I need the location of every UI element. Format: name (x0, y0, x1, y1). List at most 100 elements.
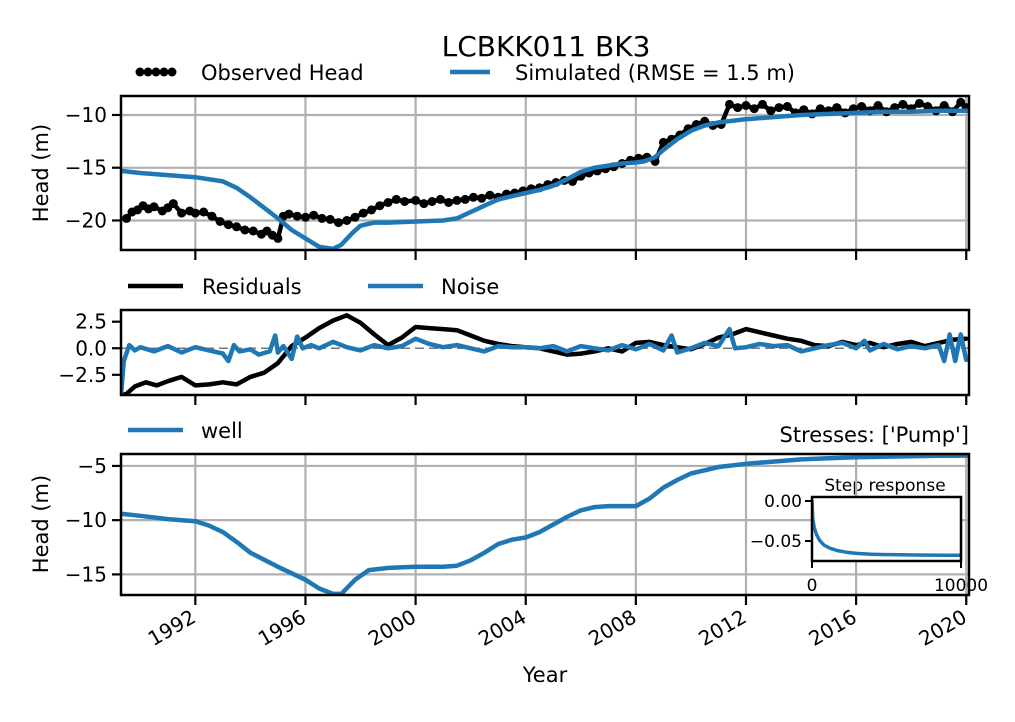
observed-head-point (435, 194, 445, 204)
observed-head-point (232, 222, 242, 232)
residuals-frame (119, 308, 971, 397)
observed-head-point (284, 209, 294, 219)
observed-head-point (741, 101, 751, 110)
observed-head-point (898, 99, 908, 109)
observed-head-point (375, 201, 385, 211)
observed-head-point (873, 101, 883, 110)
observed-head-point (350, 212, 360, 222)
observed-head-point (914, 98, 924, 108)
observed-head-point (391, 194, 401, 204)
x-tick-label: 2016 (805, 605, 861, 651)
legend-simulated-label: Simulated (RMSE = 1.5 m) (515, 61, 795, 85)
legend-observed-label: Observed Head (201, 61, 364, 85)
heads-grid (121, 96, 969, 250)
x-tick-label: 2000 (364, 605, 420, 651)
axis-ticks: −10 −15 −20 2.50.0 −2.5 −5 −10 −15 1992 1996 2000 2… (58, 103, 988, 651)
y-tick-label: −20 (65, 208, 107, 232)
observed-head-point (177, 208, 187, 218)
legend-residuals-label: Residuals (202, 275, 302, 299)
observed-head-point (452, 195, 462, 205)
observed-head-point (468, 192, 478, 202)
y-tick-label: −10 (65, 103, 107, 127)
legend-observed-marker (143, 67, 153, 77)
simulated-rmse-1-5-m-line (121, 108, 969, 250)
observed-head-point (419, 199, 429, 209)
y-tick-label: −10 (65, 508, 107, 532)
observed-head-point (411, 195, 421, 205)
y-tick-label: 0.0 (75, 336, 107, 360)
observed-head-point (342, 216, 352, 225)
legend-observed-marker (135, 67, 145, 77)
data-series (121, 97, 969, 595)
inset-title: Step response (824, 476, 945, 496)
legend-bottom: well Stresses: ['Pump'] (128, 419, 969, 447)
observed-head-point (658, 137, 668, 147)
observed-head-point (190, 208, 200, 218)
legend-observed-marker (159, 67, 169, 77)
observed-head-point (215, 217, 225, 226)
observed-head-point (309, 210, 319, 220)
observed-head-point (939, 101, 949, 110)
legend-observed-marker (151, 67, 161, 77)
noise-line (121, 326, 969, 395)
x-axis-title: Year (522, 663, 568, 687)
x-tick-label: 1996 (254, 605, 310, 651)
inset-frame (810, 495, 963, 563)
contribution-series-group (121, 454, 969, 595)
legend-noise-label: Noise (441, 275, 499, 299)
legend-well-label: well (201, 419, 243, 443)
residuals-series-group (121, 313, 969, 395)
x-tick-label: 2008 (584, 605, 640, 651)
observed-head-point (240, 225, 250, 235)
well-line (121, 454, 969, 595)
heads-series-group (121, 97, 969, 250)
observed-head-point (923, 102, 933, 111)
observed-head-point (485, 190, 495, 200)
observed-head-point (477, 193, 487, 203)
inset-y-tick-label: 0.00 (764, 492, 802, 512)
observed-head-point (832, 103, 842, 113)
observed-head-point (460, 194, 470, 204)
y-tick-label: −5 (78, 454, 107, 478)
observed-head-point (149, 202, 159, 212)
heads-frame (119, 94, 971, 252)
x-tick-label: 2012 (694, 605, 750, 651)
legend-observed-marker (167, 67, 177, 77)
chart-title: LCBKK011 BK3 (442, 30, 651, 63)
observed-head-point (199, 207, 209, 217)
axes-frames (119, 94, 971, 597)
legend-top: Observed Head Simulated (RMSE = 1.5 m) (135, 61, 795, 85)
observed-head-point (248, 226, 258, 236)
y-tick-label: −2.5 (58, 363, 107, 387)
observed-head-point (301, 212, 310, 222)
x-tick-label: 2004 (474, 605, 530, 651)
y-tick-label: −15 (65, 156, 107, 180)
inset-curve-line (812, 499, 961, 557)
observed-head-point (444, 198, 454, 207)
observed-head-point (725, 99, 734, 109)
inset-y-tick-label: −0.05 (750, 532, 802, 552)
observed-head-point (400, 197, 410, 206)
observed-head-point (292, 211, 302, 221)
observed-head-point (317, 213, 327, 223)
observed-head-point (782, 102, 792, 111)
observed-head-point (168, 199, 178, 209)
observed-head-point (815, 104, 825, 114)
observed-head-point (367, 205, 376, 215)
observed-head-point (325, 214, 335, 224)
observed-head-point (427, 197, 437, 206)
stresses-title: Stresses: ['Pump'] (780, 423, 969, 447)
top-y-axis-title: Head (m) (29, 124, 53, 222)
observed-head-point (383, 198, 393, 207)
observed-head-point (273, 233, 283, 243)
observed-head-point (774, 103, 784, 113)
observed-head-point (207, 211, 217, 221)
observed-head-point (799, 105, 809, 115)
x-tick-label: 1992 (144, 605, 200, 651)
y-tick-label: 2.5 (75, 310, 107, 334)
observed-head-point (358, 208, 368, 218)
inset-x-tick-label: 10000 (934, 576, 988, 596)
observed-head-point (766, 106, 776, 116)
